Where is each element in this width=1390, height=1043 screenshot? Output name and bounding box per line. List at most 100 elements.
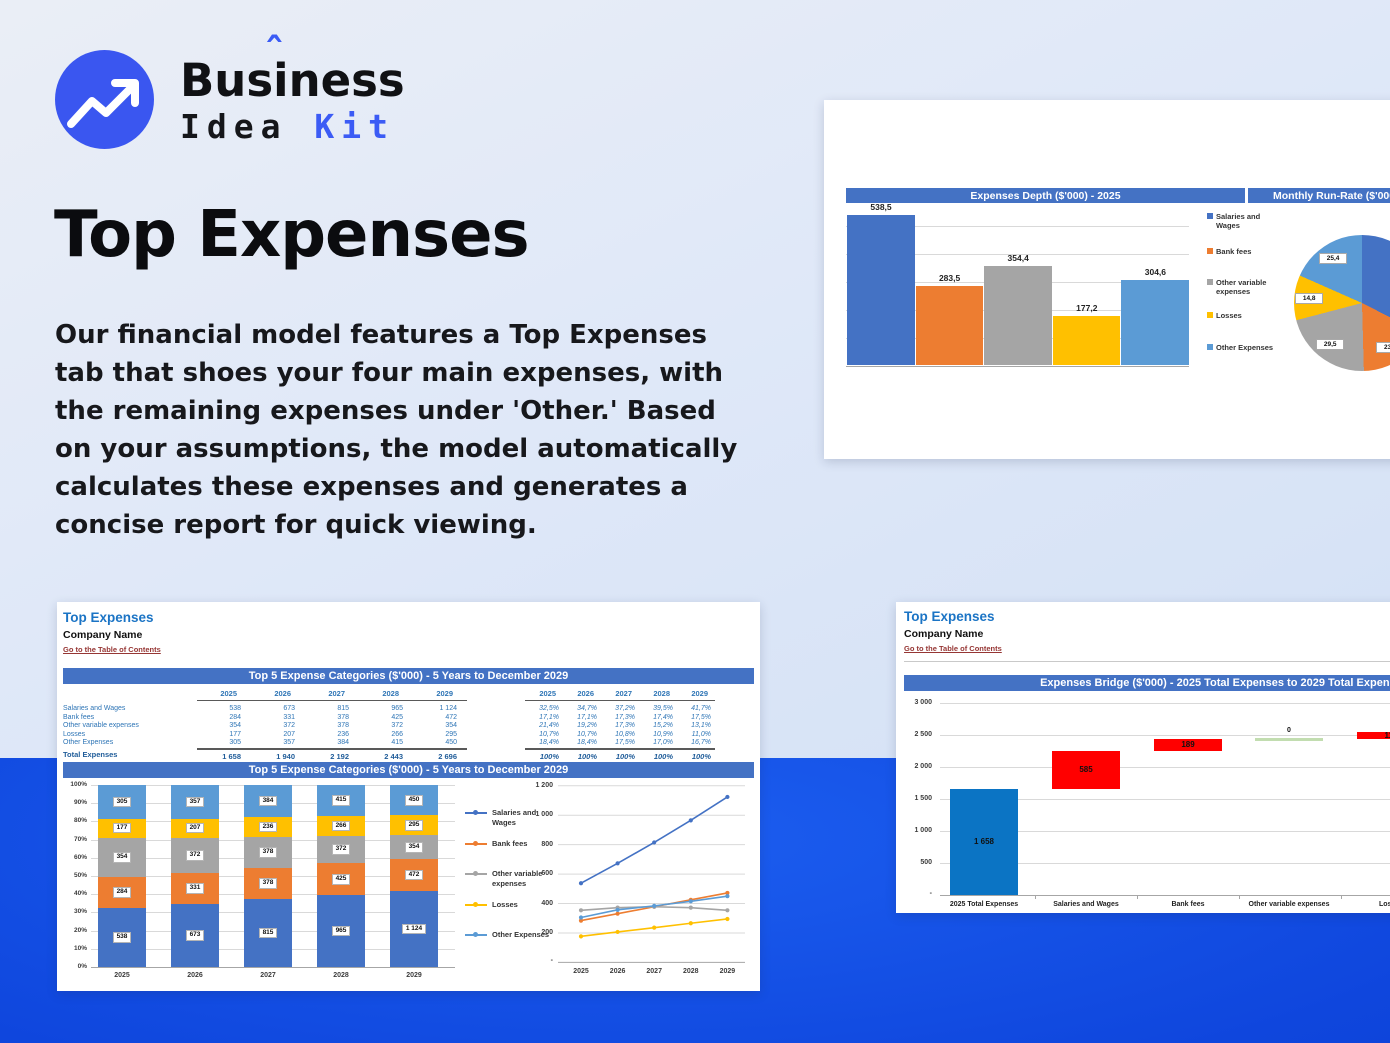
logo[interactable]: Bus ˆ iness Idea Kit <box>55 28 405 149</box>
y-tick-label: 0% <box>77 963 87 970</box>
cell: 10,9% <box>653 730 673 738</box>
axis-line <box>846 365 1189 367</box>
line-series <box>580 796 728 884</box>
stacked-column: 538 284 354 177 305 <box>98 785 146 967</box>
segment-value-label: 450 <box>404 795 424 806</box>
bar-value-label: 304,6 <box>1144 267 1167 278</box>
axis-tick <box>1137 895 1138 899</box>
y-tick-label: - <box>929 890 932 897</box>
legend-label: Other Expenses <box>1216 343 1274 352</box>
grid-line <box>846 253 1189 255</box>
expense-table: 2025 2026 2027 2028 2029 2025 2026 2027 2028 2029… <box>57 602 760 991</box>
column-header: 2025 <box>539 689 556 698</box>
cell: 41,7% <box>691 705 711 712</box>
y-tick-label: 800 <box>541 840 553 848</box>
x-tick-label: 2027 <box>260 972 276 979</box>
segment-value-label: 673 <box>185 930 205 941</box>
table-header-row: 2025 2026 2027 2028 2029 <box>197 689 467 701</box>
y-tick-label: 70% <box>73 835 87 843</box>
stacked-column: 815 378 378 236 384 <box>244 785 292 967</box>
stack-segment: 415 <box>317 785 365 816</box>
chart-legend: Salaries and Wages Bank fees Other variabl… <box>57 602 760 991</box>
y-tick-label: 100% <box>70 781 87 788</box>
cell: 305 <box>229 739 241 747</box>
segment-value-label: 378 <box>258 847 278 858</box>
legend-label: Other variable expenses <box>1216 278 1267 296</box>
waterfall-value-label: 0 <box>1287 727 1291 735</box>
legend-marker-dot <box>473 902 478 907</box>
legend-marker <box>465 841 487 846</box>
cell: 295 <box>445 730 457 738</box>
axis-tick <box>1341 895 1342 899</box>
y-tick-label: 200 <box>541 928 553 936</box>
cell: 17,5% <box>615 739 635 747</box>
x-tick-label: Bank fees <box>1171 901 1205 908</box>
logo-hat-accent: ˆ <box>264 28 285 77</box>
legend-item: Losses <box>1207 311 1274 320</box>
cell: 815 <box>337 705 349 712</box>
company-name: Company Name <box>63 629 143 641</box>
stack-segment: 1 124 <box>390 891 438 967</box>
x-tick-label: 2025 Total Expenses <box>949 901 1019 908</box>
waterfall-zero-line <box>1255 738 1323 741</box>
y-tick-label: 40% <box>73 890 87 898</box>
axis-tick <box>1239 895 1240 899</box>
bridge-chart-title: Expenses Bridge ($'000) - 2025 Total Exp… <box>904 675 1390 691</box>
cell: 538 <box>229 705 241 712</box>
cell: 15,2% <box>653 722 673 730</box>
stack-segment: 372 <box>171 837 219 873</box>
table-of-contents-link[interactable]: Go to the Table of Contents <box>904 644 1002 653</box>
x-tick-label: 2029 <box>719 968 736 975</box>
waterfall-value-label: 189 <box>1181 740 1195 750</box>
table-of-contents-link[interactable]: Go to the Table of Contents <box>63 645 161 654</box>
axis-line <box>940 895 1390 896</box>
stack-segment: 450 <box>390 785 438 816</box>
cell: 384 <box>337 739 349 747</box>
cell: 2 443 <box>384 752 403 761</box>
logo-line2: Idea Kit <box>180 107 395 146</box>
y-tick-label: 600 <box>541 870 553 878</box>
segment-value-label: 177 <box>112 822 132 834</box>
x-tick-label: 2025 <box>573 968 589 975</box>
cell: 177 <box>229 730 241 738</box>
cell: 965 <box>391 705 403 712</box>
table-row: 17,1% 17,1% 17,3% 17,4% 17,5% <box>525 714 715 721</box>
waterfall-bar <box>1357 731 1390 740</box>
legend-item: Salaries and Wages <box>1207 212 1274 230</box>
cell: 17,1% <box>577 713 597 721</box>
y-tick-label: 30% <box>73 908 87 916</box>
stack-segment: 357 <box>171 785 219 819</box>
column-header: 2028 <box>382 689 399 698</box>
legend-item: Bank fees <box>1207 247 1274 256</box>
stack-segment: 384 <box>244 785 292 817</box>
cell: 2 192 <box>330 752 349 761</box>
bar-and-pie-charts: 538,5 283,5 354,4 177,2 304,6 Salaries and Wa… <box>824 100 1390 459</box>
grid-line <box>940 831 1390 832</box>
page-description: Our financial model features a Top Expen… <box>55 320 738 540</box>
waterfall-chart: 3 000 2 500 2 000 1 500 1 000 500 - 1 658 2025 T… <box>896 602 1390 913</box>
logo-line1: Bus ˆ iness <box>180 28 405 107</box>
segment-value-label: 372 <box>331 844 351 855</box>
legend-marker <box>465 871 487 876</box>
cell: 19,2% <box>577 722 597 730</box>
column-header: 2029 <box>436 689 453 698</box>
cell: 378 <box>337 713 349 721</box>
y-tick-label: 400 <box>541 899 553 907</box>
table-row: 21,4% 19,2% 17,3% 15,2% 13,1% <box>525 722 715 729</box>
grid-line <box>940 703 1390 704</box>
page-title: Top Expenses <box>54 198 530 272</box>
legend-marker-dot <box>473 932 478 937</box>
segment-value-label: 538 <box>112 932 132 943</box>
expense-chart-title: Top 5 Expense Categories ($'000) - 5 Yea… <box>63 762 754 778</box>
table-row: 284 331 378 425 472 <box>197 714 467 721</box>
table-row: 18,4% 18,4% 17,5% 17,0% 16,7% <box>525 739 715 746</box>
bar-value-label: 283,5 <box>938 273 961 284</box>
cell: 100% <box>615 752 635 761</box>
cell: 10,7% <box>577 730 597 738</box>
x-tick-label: Losses <box>1378 901 1390 908</box>
legend-swatch <box>1207 213 1213 219</box>
row-label: Losses <box>63 730 86 738</box>
y-tick-label: 500 <box>920 859 932 866</box>
cell: 17,0% <box>653 739 673 747</box>
legend-label: Losses <box>492 900 518 909</box>
